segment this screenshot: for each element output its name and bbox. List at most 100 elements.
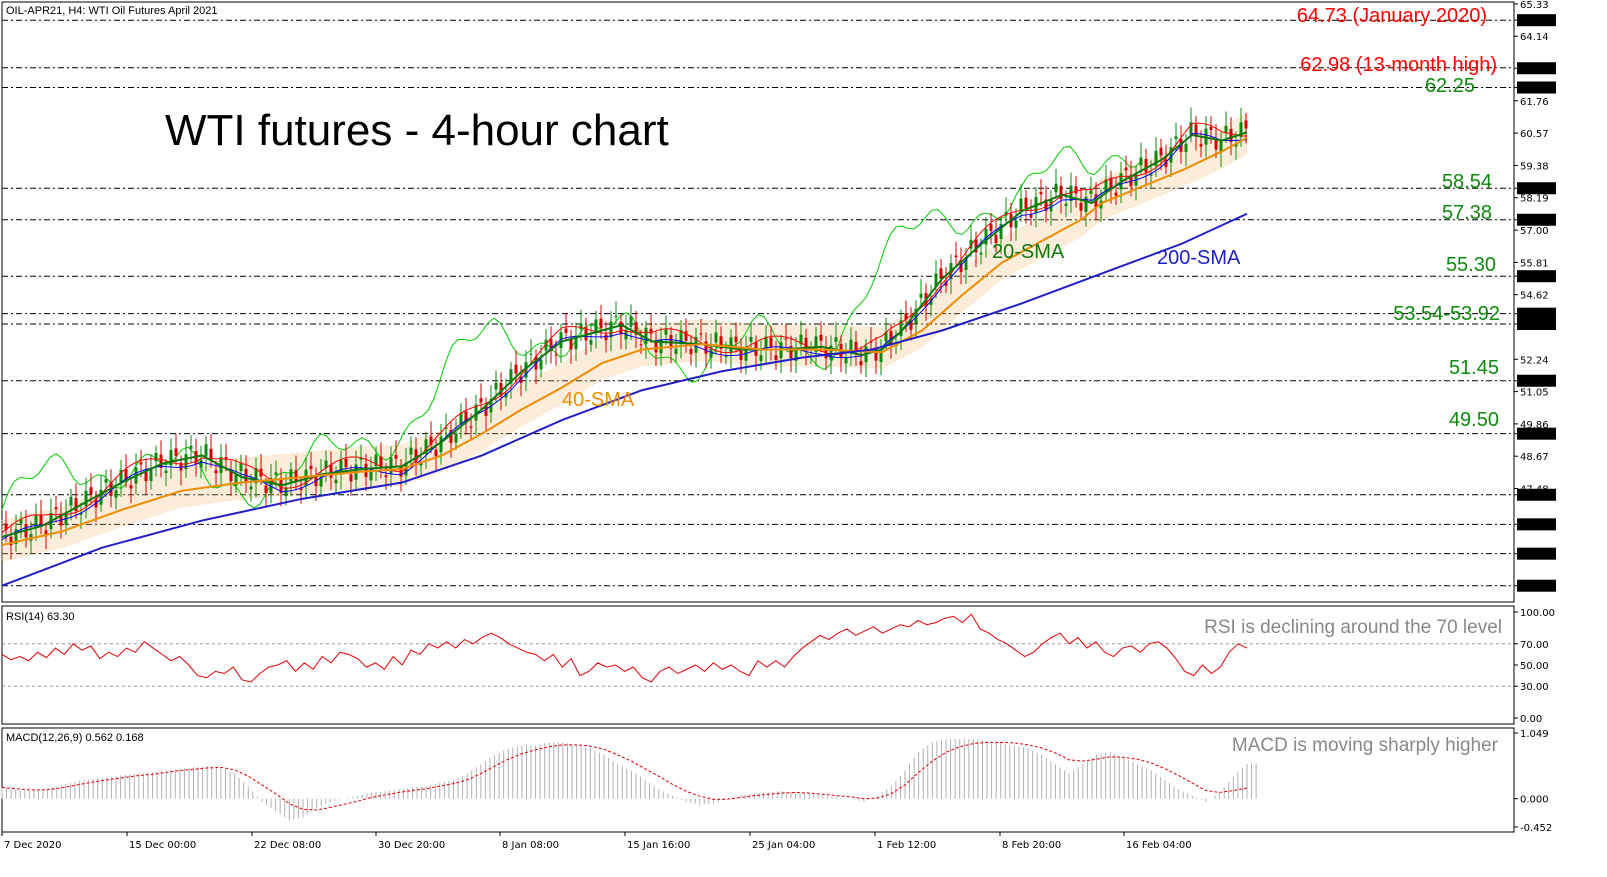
candle-body	[594, 319, 598, 334]
candle-body	[264, 485, 268, 493]
candle-body	[79, 512, 83, 515]
level-label-5854: 58.54	[1442, 171, 1492, 193]
candle-body	[539, 359, 543, 370]
price-tick-highlight	[1517, 579, 1556, 592]
candle-body	[284, 487, 288, 497]
candle-body	[869, 341, 873, 343]
candle-body	[439, 436, 443, 453]
candle-body	[1049, 199, 1053, 212]
candle-body	[374, 454, 378, 467]
candle-body	[604, 334, 608, 341]
candle-body	[1054, 183, 1058, 193]
level-label-6225: 62.25	[1425, 75, 1475, 97]
candle-body	[1064, 203, 1068, 206]
candle-body	[879, 350, 883, 362]
candle-body	[394, 455, 398, 459]
price-tick-label: 62.25	[1520, 84, 1549, 95]
candle-body	[1194, 124, 1198, 136]
macd-title: MACD(12,26,9) 0.562 0.168	[6, 732, 144, 744]
x-tick-label: 25 Jan 04:00	[752, 840, 815, 851]
candle-body	[369, 471, 373, 481]
candle-body	[1184, 143, 1188, 152]
candle-body	[1139, 157, 1143, 166]
series-200-sma	[1, 212, 1248, 587]
candle-body	[804, 337, 808, 351]
candle-body	[349, 474, 353, 482]
candle-body	[169, 450, 173, 466]
candle-body	[69, 496, 73, 506]
candle-body	[459, 412, 463, 425]
candle-body	[564, 328, 568, 333]
candle-body	[224, 457, 228, 460]
candle-body	[889, 331, 893, 344]
candle-body	[1189, 122, 1193, 135]
price-tick-highlight	[1517, 14, 1556, 27]
candle-body	[1079, 202, 1083, 211]
price-tick-label: 57.00	[1520, 226, 1549, 237]
sma200-label: 200-SMA	[1157, 247, 1241, 269]
candle-body	[1244, 120, 1248, 129]
candle-body	[1224, 125, 1228, 134]
candle-body	[124, 469, 128, 480]
candle-body	[184, 454, 188, 470]
candle-body	[1129, 175, 1133, 187]
candle-body	[474, 404, 478, 421]
candle-body	[844, 357, 848, 364]
candle-body	[899, 320, 903, 336]
candle-body	[4, 523, 8, 531]
price-tick-label: 60.57	[1520, 129, 1549, 140]
candle-body	[774, 355, 778, 361]
price-tick-highlight	[1517, 81, 1556, 94]
candle-body	[39, 514, 43, 526]
x-tick-label: 7 Dec 2020	[4, 840, 62, 851]
candle-body	[1069, 185, 1073, 201]
candle-body	[1014, 220, 1018, 228]
candle-body	[389, 457, 393, 474]
candle-body	[364, 463, 368, 477]
candle-body	[204, 444, 208, 457]
candle-body	[324, 460, 328, 469]
price-tick-highlight	[1517, 374, 1556, 387]
macd-tick-label: 0.000	[1520, 795, 1549, 806]
macd-layer	[1, 739, 1257, 821]
price-panel	[1, 1, 1515, 603]
candle-body	[974, 239, 978, 253]
candle-body	[584, 327, 588, 341]
series-40-sma	[1, 136, 1248, 546]
candle-body	[494, 382, 498, 390]
level-label-4950: 49.50	[1449, 409, 1499, 431]
candle-body	[1239, 122, 1243, 138]
candle-body	[1044, 199, 1048, 212]
candle-body	[1109, 177, 1113, 189]
candle-body	[1199, 144, 1203, 147]
candle-body	[409, 447, 413, 455]
candle-body	[1219, 139, 1223, 153]
x-tick-label: 16 Feb 04:00	[1126, 840, 1192, 851]
candle-body	[1024, 197, 1028, 209]
candle-body	[34, 514, 38, 528]
candle-body	[274, 472, 278, 475]
candle-body	[279, 479, 283, 493]
price-tick-label: 58.19	[1520, 194, 1549, 205]
candle-body	[1124, 167, 1128, 171]
candle-body	[629, 316, 633, 327]
candle-body	[319, 473, 323, 487]
candle-body	[74, 497, 78, 511]
candle-body	[449, 430, 453, 443]
candle-body	[789, 346, 793, 359]
candle-body	[179, 462, 183, 471]
candle-body	[344, 458, 348, 468]
candle-body	[849, 339, 853, 354]
candle-body	[814, 336, 818, 353]
x-tick-label: 1 Feb 12:00	[877, 840, 936, 851]
candle-body	[504, 393, 508, 398]
candle-body	[384, 475, 388, 478]
candle-body	[199, 459, 203, 468]
candle-body	[589, 339, 593, 345]
rsi-tick-label: 30.00	[1520, 682, 1549, 693]
price-tick-highlight	[1517, 547, 1556, 560]
candle-body	[954, 255, 958, 258]
candle-body	[1209, 126, 1213, 131]
candle-body	[339, 459, 343, 475]
candle-body	[414, 449, 418, 463]
